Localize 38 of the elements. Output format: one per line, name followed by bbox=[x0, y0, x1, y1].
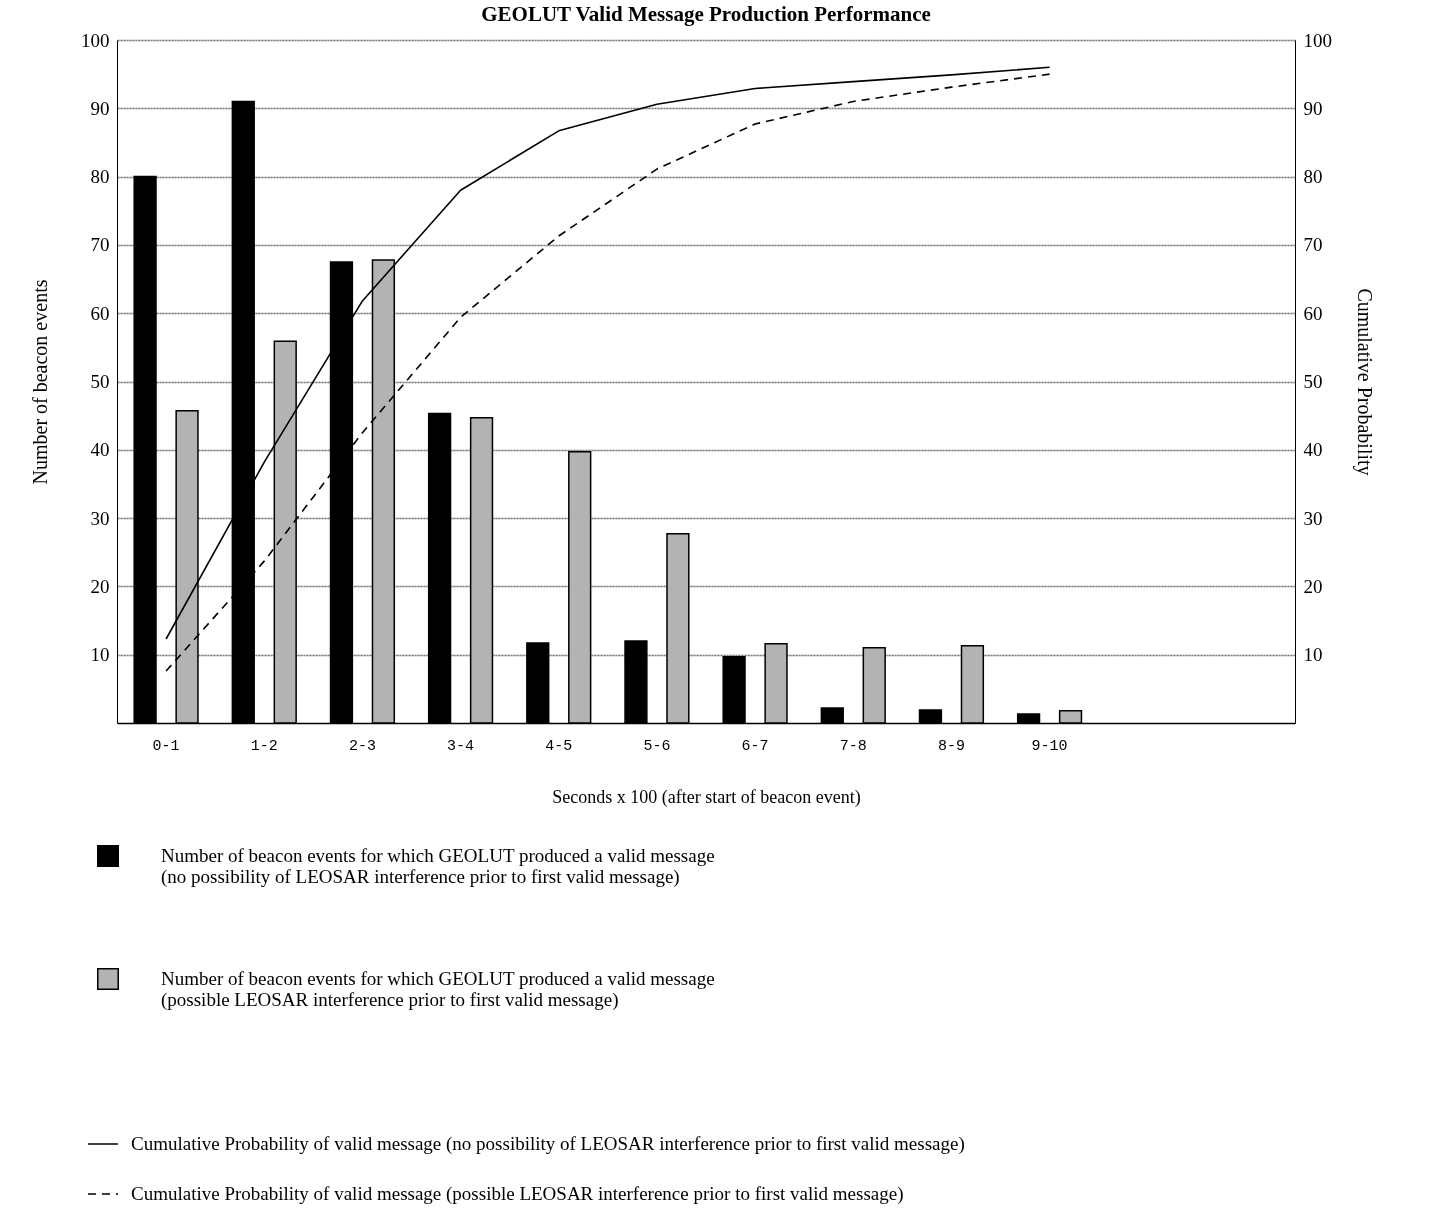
y2-tick-label: 40 bbox=[1303, 439, 1323, 461]
y-tick-label: 10 bbox=[90, 644, 110, 666]
y-tick-label: 50 bbox=[90, 371, 110, 392]
legend-label: Number of beacon events for which GEOLUT produced a valid message (no possibility of LEOSAR interference prior to first valid message) bbox=[161, 845, 715, 888]
legend-label: Number of beacon events for which GEOLUT produced a valid message (possible LEOSAR interference prior to first valid message) bbox=[161, 968, 715, 1011]
y-tick-label: 40 bbox=[90, 439, 110, 461]
x-tick-label: 6-7 bbox=[741, 737, 769, 755]
y2-axis-title: Cumulative Probability bbox=[1353, 288, 1376, 476]
y2-tick-label: 90 bbox=[1303, 97, 1323, 119]
y-tick-label: 70 bbox=[90, 234, 110, 256]
y2-tick-label: 100 bbox=[1303, 29, 1332, 51]
y2-tick-label: 70 bbox=[1303, 234, 1323, 256]
x-tick-label: 8-9 bbox=[937, 737, 965, 755]
x-axis-title: Seconds x 100 (after start of beacon event) bbox=[552, 786, 861, 808]
x-tick-label: 7-8 bbox=[839, 737, 867, 755]
y2-tick-label: 80 bbox=[1303, 166, 1323, 188]
y-axis-title: Number of beacon events bbox=[29, 279, 51, 485]
x-tick-label: 9-10 bbox=[1031, 737, 1068, 755]
y-tick-label: 90 bbox=[90, 97, 110, 119]
chart-title: GEOLUT Valid Message Production Performance bbox=[481, 2, 931, 26]
x-tick-label: 4-5 bbox=[545, 737, 573, 755]
x-tick-label: 3-4 bbox=[447, 737, 475, 755]
y-tick-label: 30 bbox=[90, 507, 110, 529]
legend-label: Cumulative Probability of valid message (possible LEOSAR interference prior to first valid message) bbox=[131, 1183, 904, 1205]
y2-tick-label: 20 bbox=[1303, 575, 1323, 597]
x-tick-label: 0-1 bbox=[152, 737, 180, 755]
x-tick-label: 5-6 bbox=[643, 737, 671, 755]
y2-tick-label: 60 bbox=[1303, 302, 1323, 324]
y2-tick-label: 10 bbox=[1303, 644, 1323, 666]
y-tick-label: 100 bbox=[81, 29, 110, 51]
y-tick-label: 60 bbox=[90, 302, 110, 324]
y2-tick-label: 30 bbox=[1303, 507, 1323, 529]
legend-label: Cumulative Probability of valid message (no possibility of LEOSAR interference prior to first valid message) bbox=[131, 1133, 965, 1155]
x-tick-label: 2-3 bbox=[348, 737, 376, 755]
x-tick-label: 1-2 bbox=[250, 737, 278, 755]
y-tick-label: 80 bbox=[90, 166, 110, 188]
y-tick-label: 20 bbox=[90, 575, 110, 597]
y2-tick-label: 50 bbox=[1303, 371, 1323, 392]
